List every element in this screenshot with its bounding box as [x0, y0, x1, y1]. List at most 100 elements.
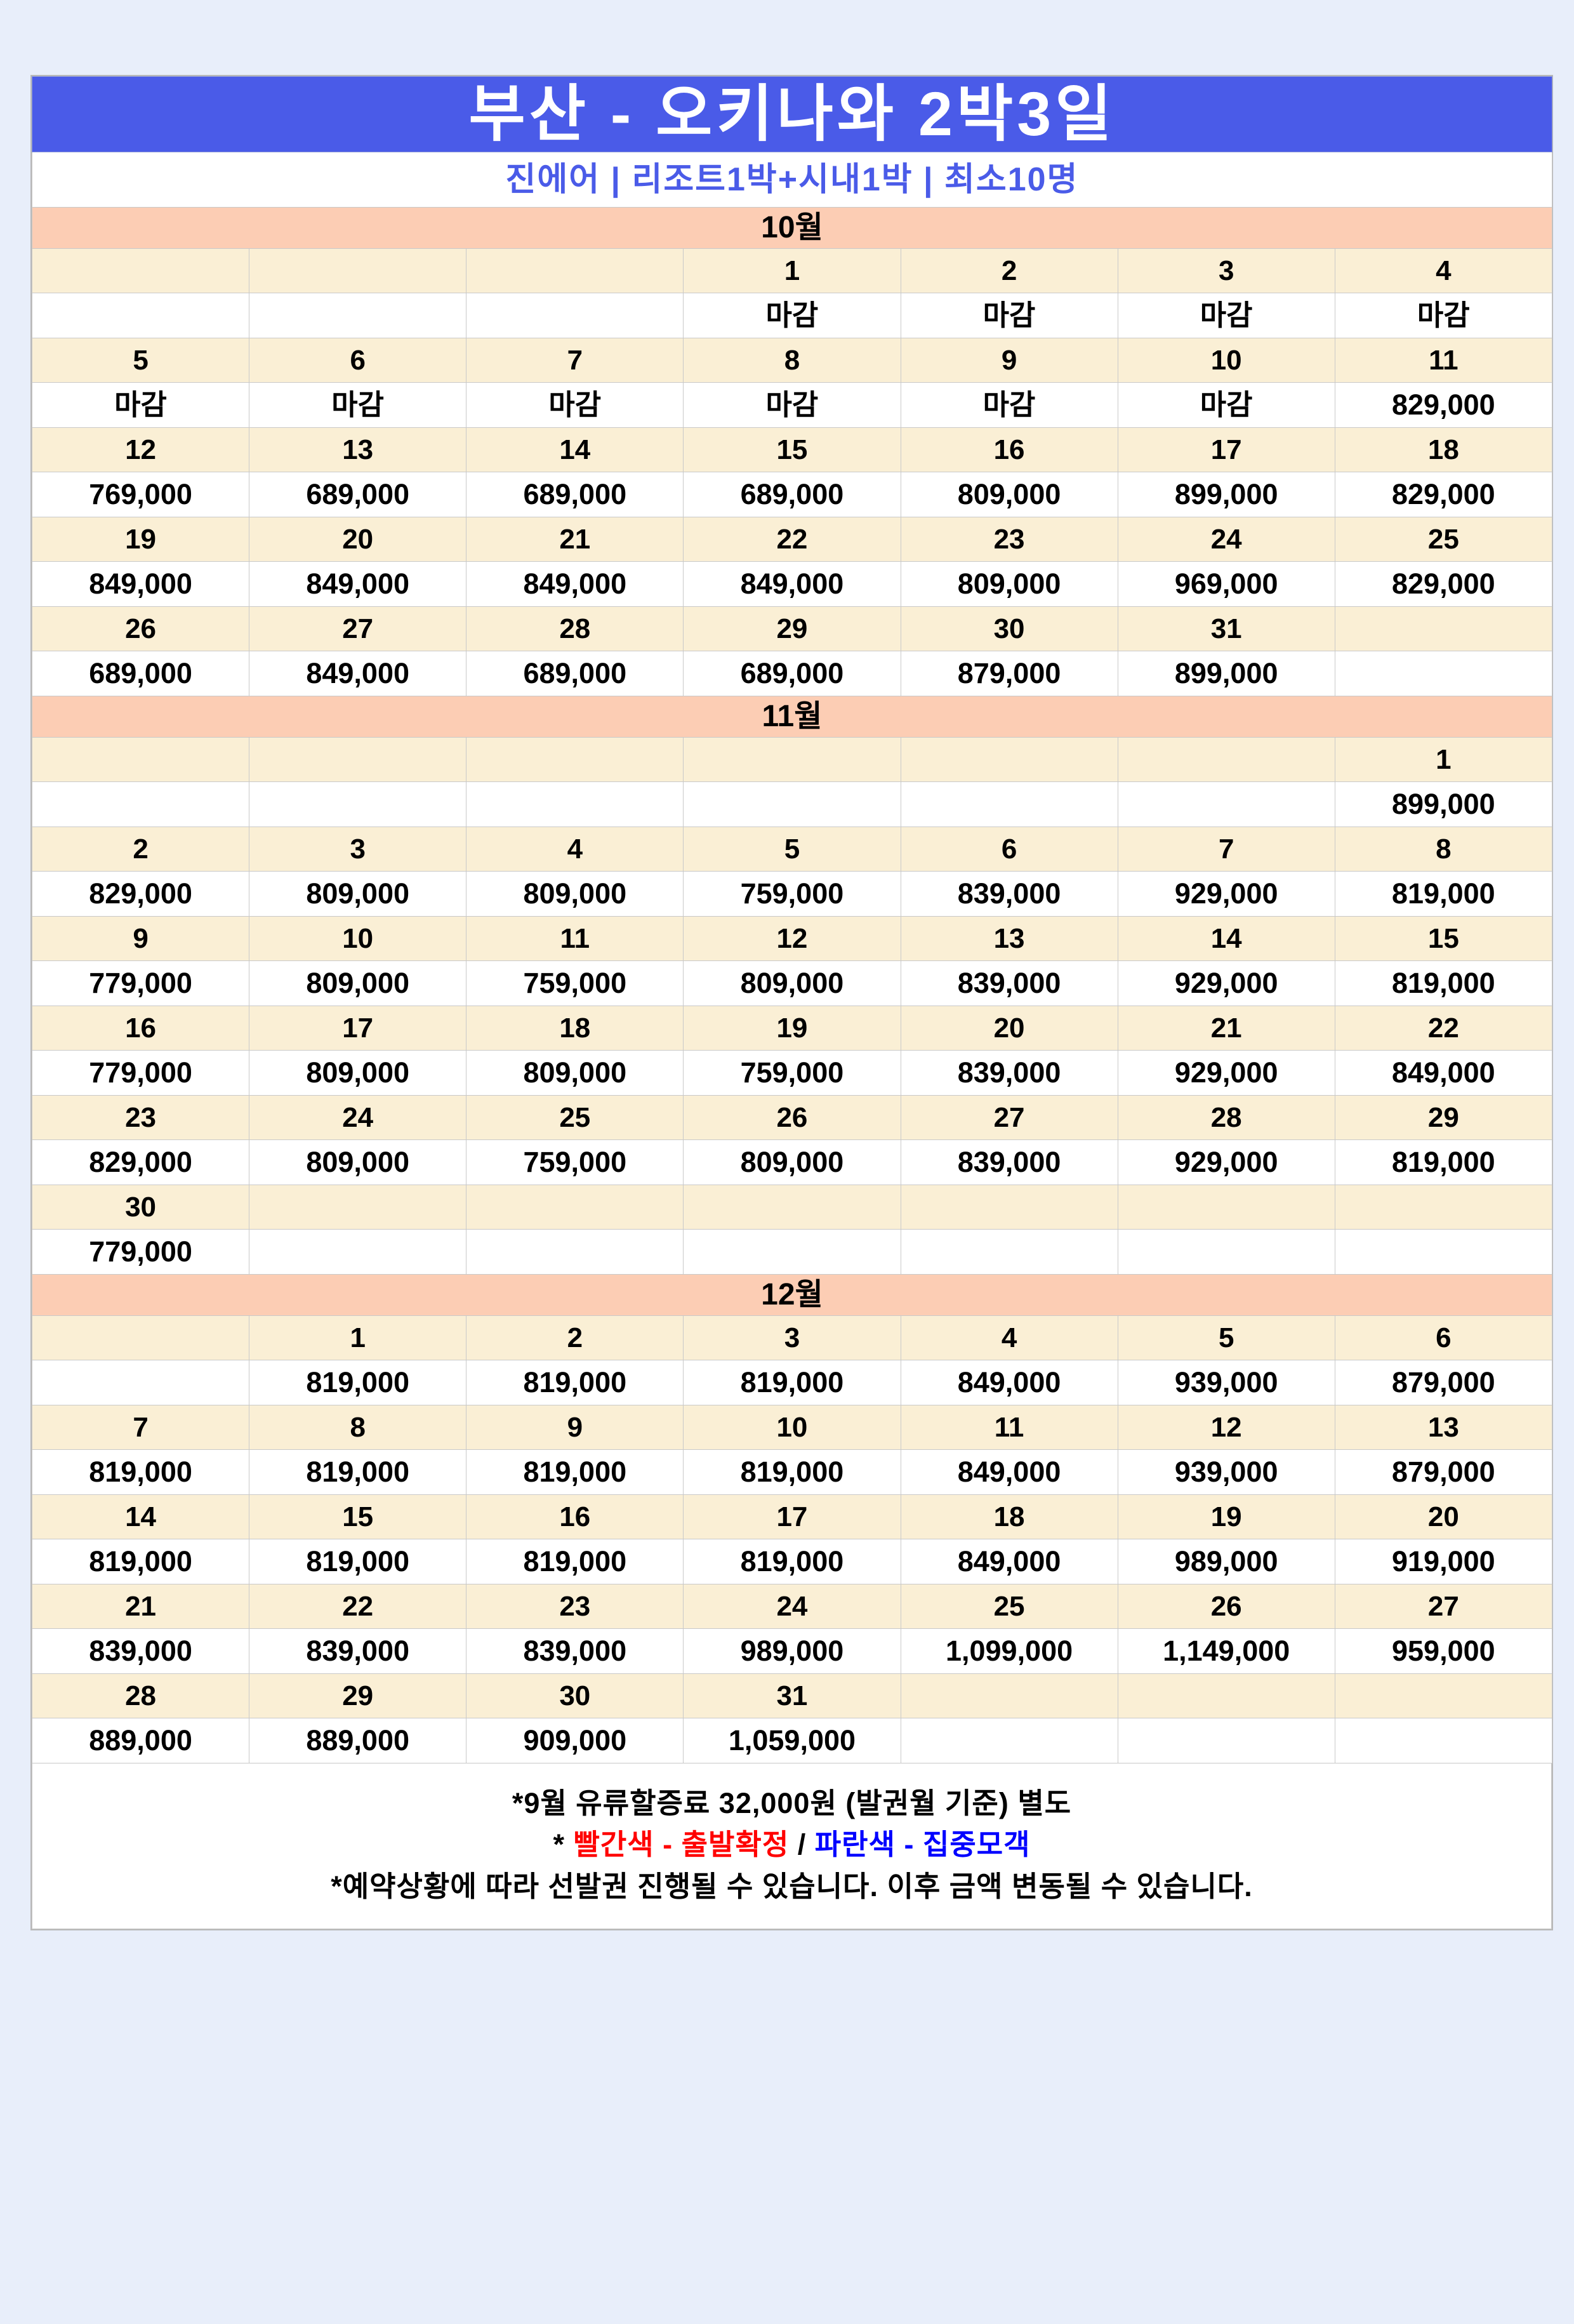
price-cell[interactable]: 819,000	[1334, 1139, 1552, 1185]
price-cell[interactable]: 809,000	[900, 472, 1118, 517]
price-cell[interactable]: 879,000	[1334, 1360, 1552, 1405]
price-cell[interactable]: 819,000	[466, 1360, 684, 1405]
price-cell[interactable]: 819,000	[31, 1539, 250, 1584]
price-cell[interactable]: 809,000	[466, 1050, 684, 1096]
price-cell[interactable]: 889,000	[31, 1718, 250, 1763]
price-cell[interactable]: 829,000	[31, 871, 250, 917]
price-cell[interactable]: 849,000	[683, 561, 901, 607]
price-cell[interactable]: 689,000	[466, 651, 684, 696]
price-cell[interactable]: 779,000	[31, 960, 250, 1006]
price-cell[interactable]: 809,000	[249, 1139, 467, 1185]
price-cell[interactable]: 989,000	[683, 1628, 901, 1674]
price-cell[interactable]: 689,000	[31, 651, 250, 696]
price-cell[interactable]: 마감	[683, 382, 901, 428]
price-cell[interactable]: 759,000	[466, 960, 684, 1006]
price-cell[interactable]: 1,149,000	[1117, 1628, 1335, 1674]
price-cell[interactable]: 809,000	[683, 1139, 901, 1185]
price-cell[interactable]: 759,000	[683, 1050, 901, 1096]
price-cell[interactable]: 769,000	[31, 472, 250, 517]
price-cell[interactable]: 899,000	[1117, 651, 1335, 696]
price-cell[interactable]: 919,000	[1334, 1539, 1552, 1584]
price-cell[interactable]: 839,000	[31, 1628, 250, 1674]
price-cell[interactable]: 819,000	[249, 1360, 467, 1405]
price-cell[interactable]: 969,000	[1117, 561, 1335, 607]
price-cell[interactable]: 809,000	[466, 871, 684, 917]
price-cell[interactable]: 809,000	[249, 1050, 467, 1096]
price-cell[interactable]: 819,000	[683, 1360, 901, 1405]
price-cell[interactable]: 819,000	[1334, 960, 1552, 1006]
price-cell[interactable]: 809,000	[249, 960, 467, 1006]
price-cell[interactable]: 939,000	[1117, 1360, 1335, 1405]
price-cell[interactable]: 829,000	[1334, 472, 1552, 517]
price-cell[interactable]: 689,000	[683, 651, 901, 696]
price-cell[interactable]: 829,000	[31, 1139, 250, 1185]
price-cell[interactable]: 1,059,000	[683, 1718, 901, 1763]
price-cell[interactable]: 809,000	[683, 960, 901, 1006]
price-cell[interactable]: 899,000	[1117, 472, 1335, 517]
price-cell-empty[interactable]	[31, 1360, 250, 1405]
price-cell[interactable]: 759,000	[683, 871, 901, 917]
price-cell-empty[interactable]	[31, 781, 250, 827]
price-cell[interactable]: 마감	[1117, 293, 1335, 338]
price-cell[interactable]: 829,000	[1334, 561, 1552, 607]
price-cell[interactable]: 929,000	[1117, 1050, 1335, 1096]
price-cell[interactable]: 839,000	[466, 1628, 684, 1674]
price-cell[interactable]: 929,000	[1117, 960, 1335, 1006]
price-cell[interactable]: 819,000	[683, 1449, 901, 1495]
price-cell[interactable]: 779,000	[31, 1229, 250, 1275]
price-cell[interactable]: 879,000	[1334, 1449, 1552, 1495]
price-cell[interactable]: 849,000	[31, 561, 250, 607]
price-cell[interactable]: 819,000	[249, 1539, 467, 1584]
price-cell-empty[interactable]	[466, 781, 684, 827]
price-cell[interactable]: 849,000	[900, 1449, 1118, 1495]
price-cell[interactable]: 849,000	[249, 651, 467, 696]
price-cell[interactable]: 759,000	[466, 1139, 684, 1185]
price-cell[interactable]: 1,099,000	[900, 1628, 1118, 1674]
price-cell[interactable]: 마감	[1334, 293, 1552, 338]
price-cell[interactable]: 849,000	[249, 561, 467, 607]
price-cell[interactable]: 889,000	[249, 1718, 467, 1763]
price-cell[interactable]: 819,000	[249, 1449, 467, 1495]
price-cell[interactable]: 마감	[900, 293, 1118, 338]
price-cell[interactable]: 989,000	[1117, 1539, 1335, 1584]
price-cell-empty[interactable]	[683, 1229, 901, 1275]
price-cell-empty[interactable]	[900, 1718, 1118, 1763]
price-cell[interactable]: 809,000	[249, 871, 467, 917]
price-cell-empty[interactable]	[31, 293, 250, 338]
price-cell-empty[interactable]	[683, 781, 901, 827]
price-cell[interactable]: 849,000	[466, 561, 684, 607]
price-cell[interactable]: 959,000	[1334, 1628, 1552, 1674]
price-cell[interactable]: 839,000	[900, 1139, 1118, 1185]
price-cell[interactable]: 929,000	[1117, 1139, 1335, 1185]
price-cell[interactable]: 689,000	[683, 472, 901, 517]
price-cell[interactable]: 809,000	[900, 561, 1118, 607]
price-cell[interactable]: 819,000	[1334, 871, 1552, 917]
price-cell[interactable]: 929,000	[1117, 871, 1335, 917]
price-cell[interactable]: 마감	[900, 382, 1118, 428]
price-cell-empty[interactable]	[249, 1229, 467, 1275]
price-cell[interactable]: 849,000	[900, 1539, 1118, 1584]
price-cell-empty[interactable]	[1117, 781, 1335, 827]
price-cell-empty[interactable]	[1334, 1718, 1552, 1763]
price-cell[interactable]: 779,000	[31, 1050, 250, 1096]
price-cell-empty[interactable]	[1334, 651, 1552, 696]
price-cell[interactable]: 689,000	[249, 472, 467, 517]
price-cell-empty[interactable]	[249, 293, 467, 338]
price-cell-empty[interactable]	[1117, 1229, 1335, 1275]
price-cell[interactable]: 839,000	[900, 1050, 1118, 1096]
price-cell[interactable]: 마감	[683, 293, 901, 338]
price-cell[interactable]: 819,000	[683, 1539, 901, 1584]
price-cell[interactable]: 849,000	[1334, 1050, 1552, 1096]
price-cell[interactable]: 마감	[1117, 382, 1335, 428]
price-cell[interactable]: 849,000	[900, 1360, 1118, 1405]
price-cell[interactable]: 819,000	[31, 1449, 250, 1495]
price-cell[interactable]: 819,000	[466, 1539, 684, 1584]
price-cell[interactable]: 819,000	[466, 1449, 684, 1495]
price-cell[interactable]: 마감	[31, 382, 250, 428]
price-cell-empty[interactable]	[249, 781, 467, 827]
price-cell-empty[interactable]	[466, 293, 684, 338]
price-cell[interactable]: 마감	[249, 382, 467, 428]
price-cell[interactable]: 909,000	[466, 1718, 684, 1763]
price-cell[interactable]: 899,000	[1334, 781, 1552, 827]
price-cell[interactable]: 689,000	[466, 472, 684, 517]
